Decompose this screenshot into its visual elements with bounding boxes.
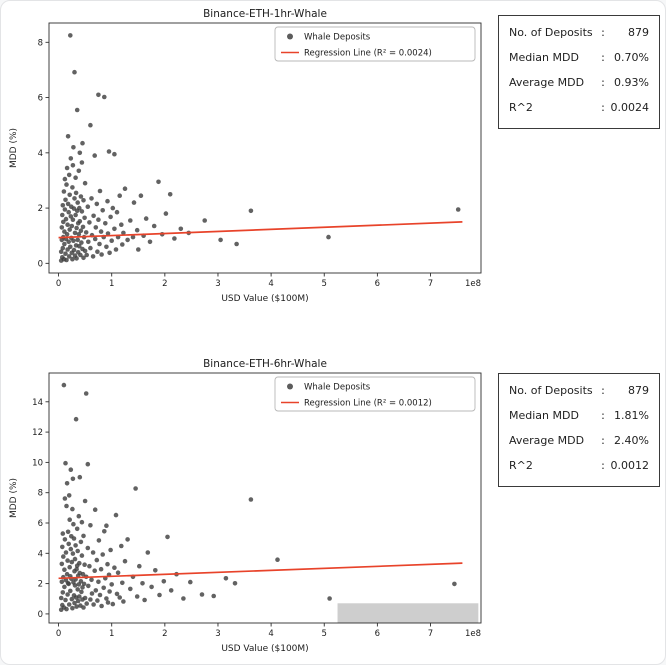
- y-tick-label: 12: [32, 428, 43, 438]
- x-tick-label: 4: [268, 629, 273, 639]
- y-tick-label: 8: [38, 38, 43, 48]
- stat-colon: :: [601, 76, 605, 89]
- x-tick-label: 2: [162, 629, 167, 639]
- legend-point-marker: [287, 383, 293, 390]
- stat-row-average-mdd: Average MDD : 0.93%: [509, 76, 649, 101]
- stat-value: 2.40%: [614, 434, 649, 447]
- y-tick-label: 14: [32, 398, 43, 408]
- stat-label: R^2: [509, 459, 533, 472]
- y-tick-label: 0: [38, 610, 43, 620]
- stat-value: 879: [628, 26, 649, 39]
- y-tick-label: 4: [38, 149, 43, 159]
- y-tick-label: 4: [38, 549, 43, 559]
- stat-row-average-mdd: Average MDD : 2.40%: [509, 434, 649, 459]
- y-tick-label: 0: [38, 259, 43, 269]
- x-tick-label: 5: [322, 629, 327, 639]
- y-axis-label: MDD (%): [9, 128, 19, 168]
- stat-label: No. of Deposits: [509, 384, 593, 397]
- chart-title: Binance-ETH-1hr-Whale: [203, 8, 327, 20]
- stat-value: 0.0012: [610, 459, 650, 472]
- stat-label: No. of Deposits: [509, 26, 593, 39]
- x-tick-label: 7: [428, 279, 433, 289]
- scatter-chart-1hr-whale: 0 1 2 3 4 5 6 7 0 2 4 6 8 1e8 Binance-ETH-1hr-Whale USD…: [9, 8, 482, 304]
- legend-label-deposits: Whale Deposits: [304, 33, 371, 43]
- legend-label-regression: Regression Line (R² = 0.0024): [304, 49, 432, 59]
- stat-row-median-mdd: Median MDD : 1.81%: [509, 409, 649, 434]
- stat-value: 0.0024: [610, 101, 650, 114]
- x-tick-label: 1: [109, 279, 114, 289]
- stat-label: Median MDD: [509, 51, 579, 64]
- stat-label: R^2: [509, 101, 533, 114]
- stat-colon: :: [601, 409, 605, 422]
- stat-colon: :: [601, 101, 605, 114]
- x-axis-label: USD Value ($100M): [221, 644, 308, 654]
- scatter-chart-6hr-whale: 0 1 2 3 4 5 6 7024681012141e8Binance-ETH-6hr-Wh…: [9, 358, 482, 654]
- stat-value: 879: [628, 384, 649, 397]
- legend-point-marker: [287, 33, 293, 40]
- x-axis-offset-label: 1e8: [465, 279, 481, 289]
- stat-row-r2: R^2 : 0.0024: [509, 101, 649, 126]
- legend-frame: [274, 26, 476, 62]
- x-axis-label: USD Value ($100M): [221, 294, 308, 304]
- stat-label: Average MDD: [509, 434, 585, 447]
- legend-frame: [274, 376, 476, 412]
- x-tick-label: 2: [162, 279, 167, 289]
- y-tick-label: 2: [38, 204, 43, 214]
- x-tick-label: 6: [375, 279, 380, 289]
- y-tick-label: 2: [38, 580, 43, 590]
- x-tick-label: 7: [428, 629, 433, 639]
- y-tick-label: 6: [38, 519, 43, 529]
- legend: Whale Deposits Regression Line (R² = 0.00…: [274, 376, 476, 412]
- stat-value: 1.81%: [614, 409, 649, 422]
- y-tick-label: 6: [38, 94, 43, 104]
- stat-colon: :: [601, 459, 605, 472]
- stat-row-deposits: No. of Deposits : 879: [509, 384, 649, 409]
- x-tick-label: 0: [56, 629, 61, 639]
- stat-colon: :: [601, 51, 605, 64]
- scatter-points-layer: [58, 33, 461, 263]
- x-tick-label: 3: [215, 629, 220, 639]
- x-tick-label: 6: [375, 629, 380, 639]
- x-tick-label: 5: [322, 279, 327, 289]
- x-tick-label: 1: [109, 629, 114, 639]
- y-tick-label: 8: [38, 489, 43, 499]
- watermark-overlay: [337, 603, 479, 623]
- x-axis-offset-label: 1e8: [465, 629, 481, 639]
- regression-line: [58, 562, 463, 580]
- x-tick-label: 0: [56, 279, 61, 289]
- axes-spines: [48, 372, 482, 624]
- legend-label-regression: Regression Line (R² = 0.0012): [304, 399, 432, 409]
- scatter-points-layer: [58, 382, 457, 612]
- stat-label: Median MDD: [509, 409, 579, 422]
- stat-value: 0.93%: [614, 76, 649, 89]
- axes-spines: [48, 22, 482, 274]
- regression-line: [58, 221, 463, 239]
- stat-colon: :: [601, 26, 605, 39]
- chart-title: Binance-ETH-6hr-Whale: [203, 358, 327, 370]
- stat-value: 0.70%: [614, 51, 649, 64]
- stat-colon: :: [601, 434, 605, 447]
- stat-row-deposits: No. of Deposits : 879: [509, 26, 649, 51]
- legend-label-deposits: Whale Deposits: [304, 383, 371, 393]
- legend: Whale Deposits Regression Line (R² = 0.00…: [274, 26, 476, 62]
- stat-colon: :: [601, 384, 605, 397]
- y-axis-label: MDD (%): [9, 478, 19, 518]
- stat-row-median-mdd: Median MDD : 0.70%: [509, 51, 649, 76]
- stats-box-6hr: No. of Deposits : 879 Median MDD : 1.81%…: [498, 373, 660, 487]
- x-tick-label: 3: [215, 279, 220, 289]
- stat-row-r2: R^2 : 0.0012: [509, 459, 649, 484]
- plot-background: [49, 23, 481, 273]
- stats-box-1hr: No. of Deposits : 879 Median MDD : 0.70%…: [498, 15, 660, 129]
- stat-label: Average MDD: [509, 76, 585, 89]
- y-tick-label: 10: [32, 458, 43, 468]
- x-tick-label: 4: [268, 279, 273, 289]
